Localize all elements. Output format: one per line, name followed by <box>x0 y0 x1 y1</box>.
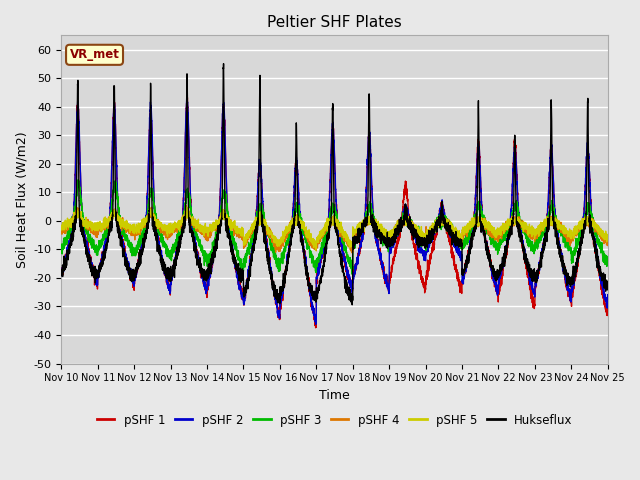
Title: Peltier SHF Plates: Peltier SHF Plates <box>267 15 402 30</box>
X-axis label: Time: Time <box>319 389 350 402</box>
Text: VR_met: VR_met <box>70 48 120 61</box>
Y-axis label: Soil Heat Flux (W/m2): Soil Heat Flux (W/m2) <box>15 131 28 268</box>
Legend: pSHF 1, pSHF 2, pSHF 3, pSHF 4, pSHF 5, Hukseflux: pSHF 1, pSHF 2, pSHF 3, pSHF 4, pSHF 5, … <box>92 409 577 431</box>
